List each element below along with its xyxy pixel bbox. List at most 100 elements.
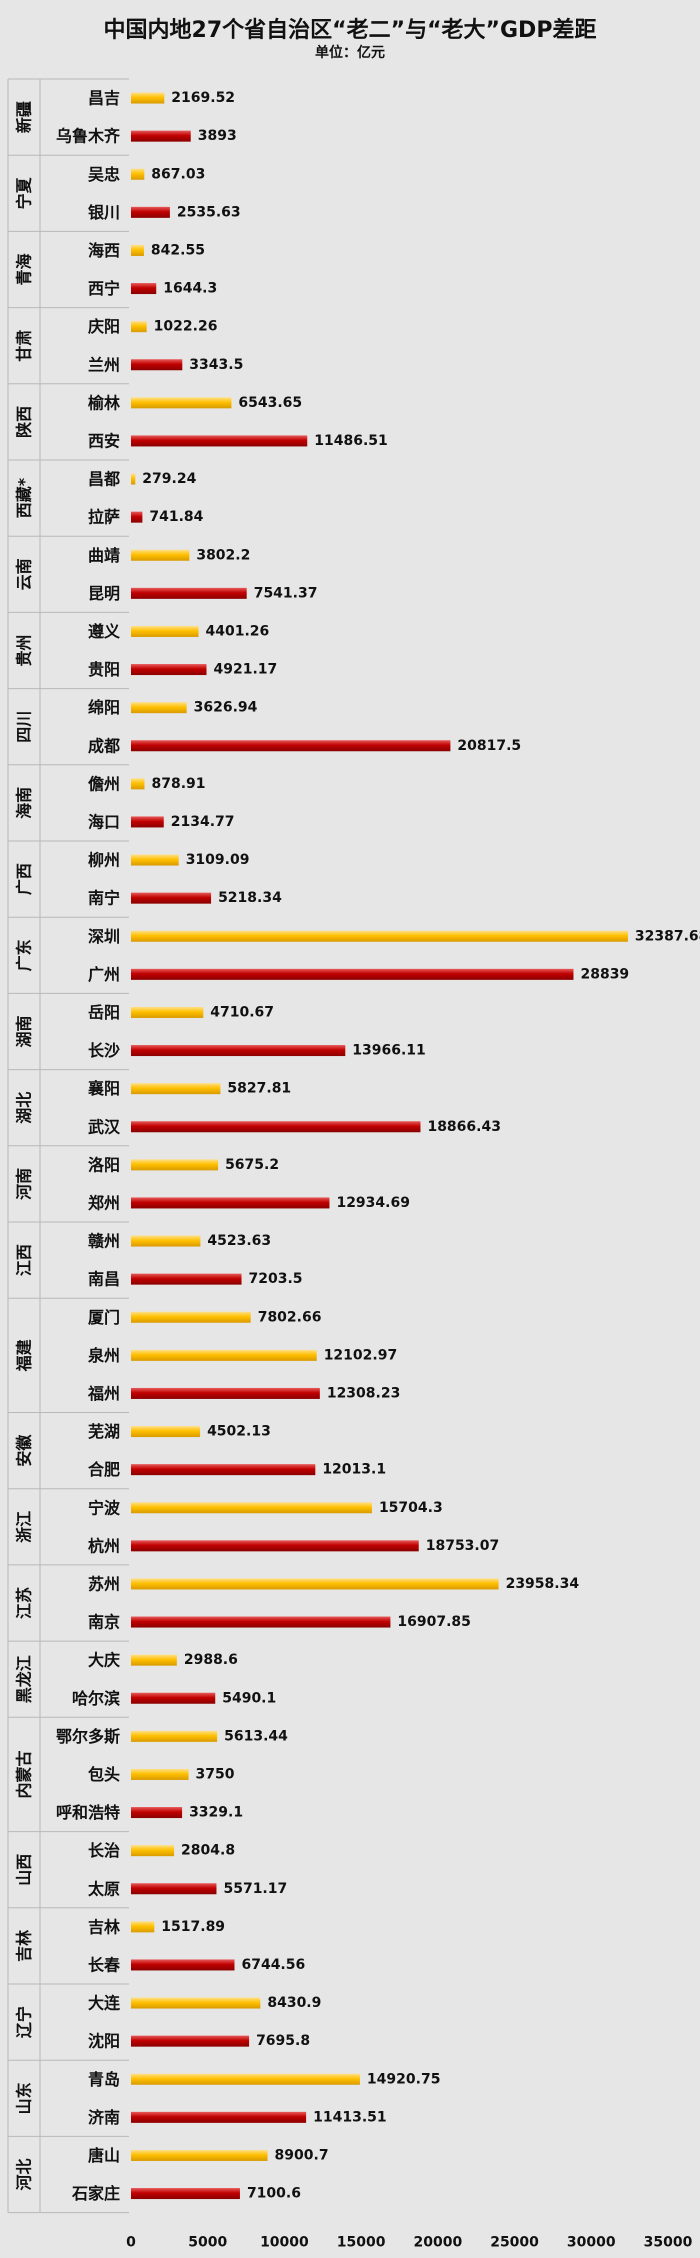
bar-capital — [131, 130, 191, 142]
value-label: 4502.13 — [207, 1424, 271, 1440]
value-label: 7541.37 — [254, 585, 318, 601]
bar-capital — [131, 1387, 320, 1399]
bar-second_city — [131, 321, 147, 333]
city-label: 柳州 — [88, 851, 120, 870]
bar-capital — [131, 1197, 330, 1209]
city-label: 沈阳 — [88, 2032, 120, 2051]
province-label: 青海 — [15, 253, 34, 285]
bar-second_city — [131, 1426, 201, 1438]
x-tick-label: 10000 — [260, 2235, 309, 2251]
province-label: 海南 — [15, 787, 34, 819]
bar-capital — [131, 1540, 419, 1552]
bar-second_city — [131, 854, 179, 866]
value-label: 28839 — [580, 966, 629, 982]
city-label: 呼和浩特 — [56, 1803, 120, 1822]
city-label: 庆阳 — [87, 317, 120, 336]
bar-capital — [131, 435, 308, 447]
bar-second_city — [131, 473, 136, 485]
city-label: 长沙 — [88, 1041, 120, 1060]
city-label: 鄂尔多斯 — [56, 1727, 120, 1746]
value-label: 4523.63 — [207, 1233, 271, 1249]
province-label: 江苏 — [15, 1587, 34, 1619]
value-label: 2804.8 — [181, 1843, 235, 1859]
city-label: 哈尔滨 — [72, 1689, 120, 1708]
city-label: 深圳 — [88, 927, 120, 946]
province-label: 江西 — [15, 1244, 34, 1276]
city-label: 吴忠 — [88, 165, 120, 184]
bar-second_city — [131, 1083, 221, 1095]
city-label: 昌都 — [88, 470, 120, 489]
value-label: 11486.51 — [314, 433, 388, 449]
city-label: 南宁 — [88, 889, 120, 908]
x-tick-label: 25000 — [490, 2235, 539, 2251]
bar-second_city — [131, 397, 232, 409]
city-label: 广州 — [88, 965, 120, 984]
city-label: 海西 — [88, 241, 120, 260]
province-label: 山西 — [15, 1854, 34, 1886]
city-label: 吉林 — [88, 1917, 120, 1936]
city-label: 西宁 — [88, 279, 120, 298]
city-label: 榆林 — [88, 393, 120, 412]
bar-capital — [131, 664, 207, 676]
value-label: 11413.51 — [313, 2109, 387, 2125]
city-label: 苏州 — [88, 1574, 120, 1593]
x-tick-label: 0 — [126, 2235, 136, 2251]
bar-capital — [131, 2111, 307, 2123]
city-label: 儋州 — [88, 774, 120, 793]
value-label: 5218.34 — [218, 890, 282, 906]
value-label: 14920.75 — [367, 2071, 441, 2087]
value-label: 23958.34 — [506, 1576, 580, 1592]
city-label: 绵阳 — [88, 698, 120, 717]
city-label: 福州 — [87, 1384, 120, 1403]
city-label: 昆明 — [88, 584, 120, 603]
city-label: 襄阳 — [87, 1079, 120, 1098]
value-label: 3329.1 — [189, 1805, 243, 1821]
value-label: 3626.94 — [194, 700, 258, 716]
bar-capital — [131, 1045, 346, 1057]
province-label: 辽宁 — [15, 2006, 34, 2038]
bar-capital — [131, 1464, 316, 1476]
value-label: 8900.7 — [275, 2147, 329, 2163]
bar-capital — [131, 1273, 242, 1285]
bar-second_city — [131, 1311, 251, 1323]
value-label: 2988.6 — [184, 1652, 238, 1668]
value-label: 3343.5 — [189, 357, 243, 373]
bar-capital — [131, 1616, 391, 1628]
value-label: 4710.67 — [210, 1004, 274, 1020]
city-label: 大庆 — [88, 1651, 120, 1670]
value-label: 2134.77 — [171, 814, 235, 830]
city-label: 乌鲁木齐 — [56, 127, 121, 146]
bar-second_city — [131, 625, 199, 637]
city-label: 包头 — [88, 1765, 120, 1784]
value-label: 5675.2 — [225, 1157, 279, 1173]
province-label: 新疆 — [15, 101, 34, 133]
bar-second_city — [131, 92, 165, 104]
value-label: 5490.1 — [222, 1690, 276, 1706]
bar-second_city — [131, 1654, 177, 1666]
province-label: 四川 — [15, 711, 34, 743]
city-label: 泉州 — [88, 1346, 120, 1365]
bar-capital — [131, 2188, 240, 2200]
bar-capital — [131, 206, 170, 218]
city-label: 遵义 — [88, 622, 120, 641]
city-label: 银川 — [88, 203, 120, 222]
province-label: 宁夏 — [15, 176, 34, 209]
bar-capital — [131, 968, 574, 980]
city-label: 大连 — [88, 1994, 121, 2013]
city-label: 赣州 — [88, 1232, 120, 1251]
bar-second_city — [131, 1006, 204, 1018]
province-label: 浙江 — [15, 1511, 34, 1543]
value-label: 741.84 — [149, 509, 203, 525]
city-label: 洛阳 — [88, 1155, 120, 1174]
city-label: 太原 — [87, 1879, 120, 1898]
value-label: 4401.26 — [206, 623, 270, 639]
bar-capital — [131, 1959, 235, 1971]
value-label: 7203.5 — [249, 1271, 303, 1287]
city-label: 昌吉 — [88, 89, 120, 108]
value-label: 878.91 — [151, 776, 205, 792]
city-label: 宁波 — [88, 1498, 121, 1517]
bar-capital — [131, 587, 247, 599]
value-label: 18753.07 — [426, 1538, 500, 1554]
